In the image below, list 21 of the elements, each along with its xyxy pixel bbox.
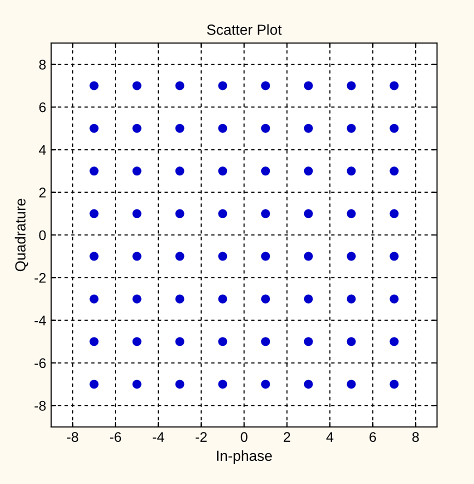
x-tick-label: -2 (196, 432, 207, 442)
y-tick-label: -4 (34, 316, 46, 326)
x-tick-label: 8 (412, 432, 419, 442)
x-tick-label: -8 (67, 432, 78, 442)
y-tick-label: 4 (38, 145, 46, 155)
y-tick-label: -6 (34, 358, 46, 368)
x-tick-label: 0 (240, 432, 248, 442)
x-axis-title: In-phase (217, 450, 272, 464)
y-tick-label: 6 (39, 102, 46, 112)
x-tick-label: 4 (326, 432, 334, 442)
y-axis-title: Quadrature (14, 198, 28, 272)
chart-title: Scatter Plot (207, 24, 282, 35)
y-tick-label: -2 (34, 272, 46, 283)
x-tick-label: -6 (110, 432, 122, 442)
x-tick-label: 2 (284, 432, 290, 442)
y-tick-label: 0 (39, 230, 46, 240)
x-tick-label: -4 (152, 432, 164, 442)
y-tick-label: 2 (39, 188, 46, 198)
x-tick-label: 6 (370, 432, 376, 442)
y-tick-label: -8 (34, 400, 46, 411)
y-tick-label: 8 (39, 60, 46, 70)
